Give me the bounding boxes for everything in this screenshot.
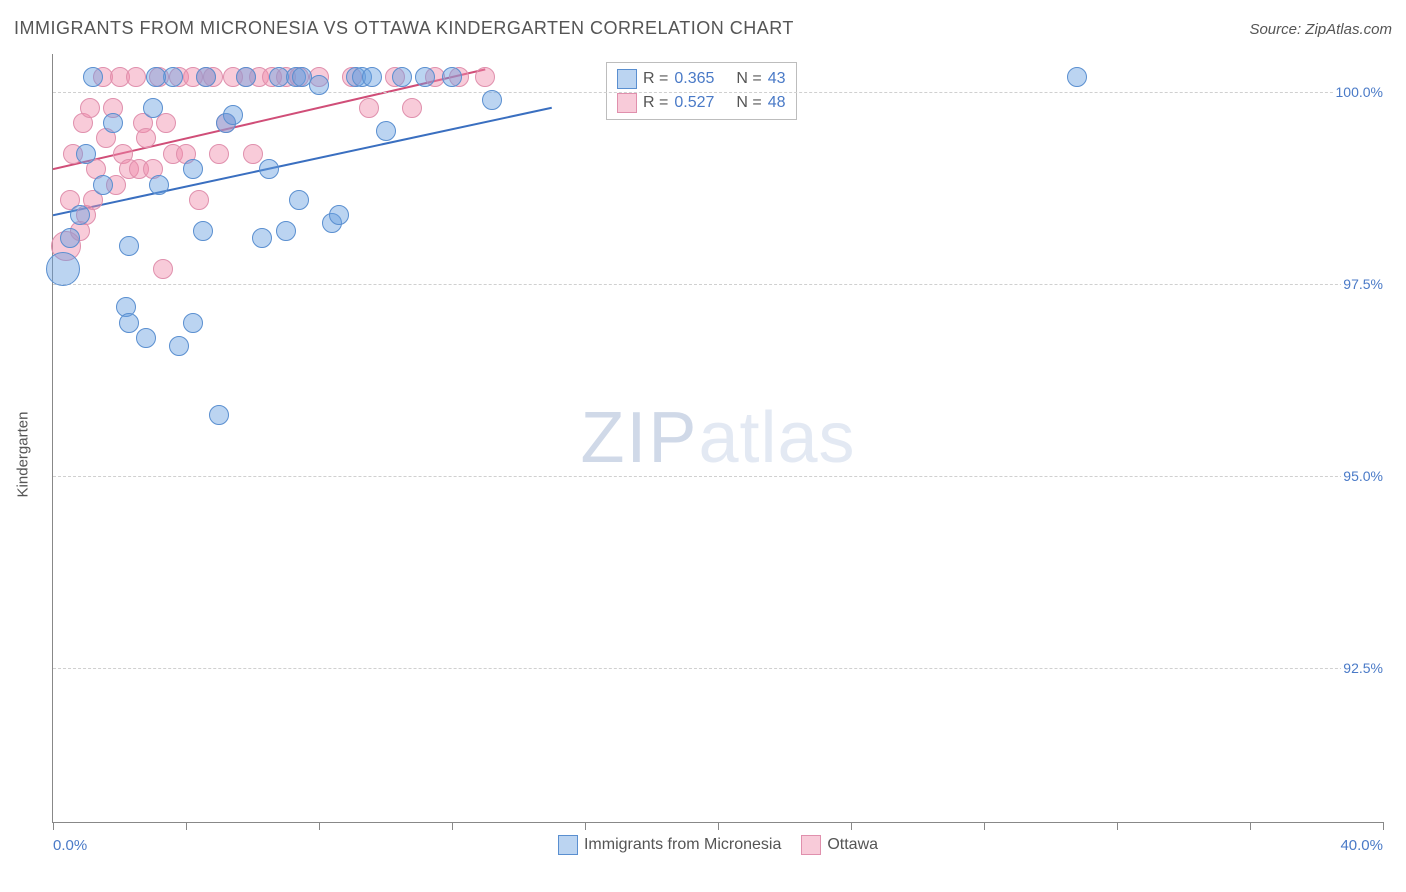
- scatter-point: [156, 113, 176, 133]
- watermark-part2: atlas: [698, 398, 855, 478]
- chart-title: IMMIGRANTS FROM MICRONESIA VS OTTAWA KIN…: [14, 18, 794, 39]
- x-tick: [319, 822, 320, 830]
- scatter-point: [329, 205, 349, 225]
- scatter-point: [119, 236, 139, 256]
- scatter-point: [146, 67, 166, 87]
- scatter-point: [83, 67, 103, 87]
- scatter-point: [60, 228, 80, 248]
- plot-area: ZIPatlas R =0.365N =43R =0.527N =48 0.0%…: [52, 54, 1383, 823]
- source-label: Source: ZipAtlas.com: [1249, 21, 1392, 38]
- scatter-point: [103, 113, 123, 133]
- scatter-point: [475, 67, 495, 87]
- legend-n-value: 43: [768, 70, 786, 88]
- legend-series-name: Immigrants from Micronesia: [584, 836, 781, 854]
- trend-lines: [53, 54, 1383, 822]
- scatter-point: [482, 90, 502, 110]
- legend-series-name: Ottawa: [827, 836, 878, 854]
- scatter-point: [149, 175, 169, 195]
- scatter-point: [209, 405, 229, 425]
- y-tick-label: 97.5%: [1341, 276, 1385, 292]
- series-legend: Immigrants from Micronesia Ottawa: [53, 835, 1383, 860]
- scatter-point: [362, 67, 382, 87]
- scatter-point: [196, 67, 216, 87]
- scatter-point: [259, 159, 279, 179]
- legend-item: Ottawa: [801, 835, 878, 855]
- scatter-point: [169, 336, 189, 356]
- legend-row: R = 0.527 N = 48: [617, 91, 786, 115]
- x-tick: [186, 822, 187, 830]
- legend-r-label: R =: [643, 94, 668, 112]
- scatter-point: [119, 313, 139, 333]
- x-tick: [1383, 822, 1384, 830]
- scatter-point: [93, 175, 113, 195]
- legend-r-value: 0.527: [674, 94, 714, 112]
- scatter-point: [136, 328, 156, 348]
- scatter-point: [183, 313, 203, 333]
- legend-n-label: N =: [736, 94, 761, 112]
- scatter-point: [143, 98, 163, 118]
- gridline: [53, 284, 1383, 285]
- legend-n-value: 48: [768, 94, 786, 112]
- y-tick-label: 92.5%: [1341, 660, 1385, 676]
- gridline: [53, 92, 1383, 93]
- x-tick: [452, 822, 453, 830]
- x-tick: [851, 822, 852, 830]
- scatter-point: [236, 67, 256, 87]
- legend-n-label: N =: [736, 70, 761, 88]
- scatter-point: [252, 228, 272, 248]
- scatter-point: [309, 75, 329, 95]
- scatter-point: [442, 67, 462, 87]
- scatter-point: [183, 159, 203, 179]
- scatter-point: [276, 221, 296, 241]
- legend-r-value: 0.365: [674, 70, 714, 88]
- scatter-point: [76, 144, 96, 164]
- scatter-point: [209, 144, 229, 164]
- watermark: ZIPatlas: [580, 397, 855, 479]
- scatter-point: [392, 67, 412, 87]
- legend-row: R = 0.365 N = 43: [617, 67, 786, 91]
- legend-swatch: [617, 69, 637, 89]
- y-axis-label: Kindergarten: [14, 412, 31, 498]
- scatter-point: [223, 105, 243, 125]
- scatter-point: [126, 67, 146, 87]
- watermark-part1: ZIP: [580, 398, 698, 478]
- scatter-point: [80, 98, 100, 118]
- x-tick: [1117, 822, 1118, 830]
- legend-swatch: [558, 835, 578, 855]
- legend-r-label: R =: [643, 70, 668, 88]
- y-tick-label: 100.0%: [1334, 84, 1385, 100]
- legend-swatch: [617, 93, 637, 113]
- gridline: [53, 476, 1383, 477]
- x-tick: [984, 822, 985, 830]
- scatter-point: [359, 98, 379, 118]
- scatter-point: [1067, 67, 1087, 87]
- scatter-point: [46, 252, 80, 286]
- scatter-point: [376, 121, 396, 141]
- legend-swatch: [801, 835, 821, 855]
- legend-item: Immigrants from Micronesia: [558, 835, 781, 855]
- scatter-point: [136, 128, 156, 148]
- scatter-point: [243, 144, 263, 164]
- x-tick: [585, 822, 586, 830]
- correlation-legend: R = 0.365 N = 43 R = 0.527 N = 48: [606, 62, 797, 120]
- scatter-point: [402, 98, 422, 118]
- x-tick: [53, 822, 54, 830]
- x-tick: [1250, 822, 1251, 830]
- y-tick-label: 95.0%: [1341, 468, 1385, 484]
- scatter-point: [289, 190, 309, 210]
- gridline: [53, 668, 1383, 669]
- scatter-point: [70, 205, 90, 225]
- scatter-point: [153, 259, 173, 279]
- scatter-point: [415, 67, 435, 87]
- scatter-point: [193, 221, 213, 241]
- x-tick: [718, 822, 719, 830]
- scatter-point: [189, 190, 209, 210]
